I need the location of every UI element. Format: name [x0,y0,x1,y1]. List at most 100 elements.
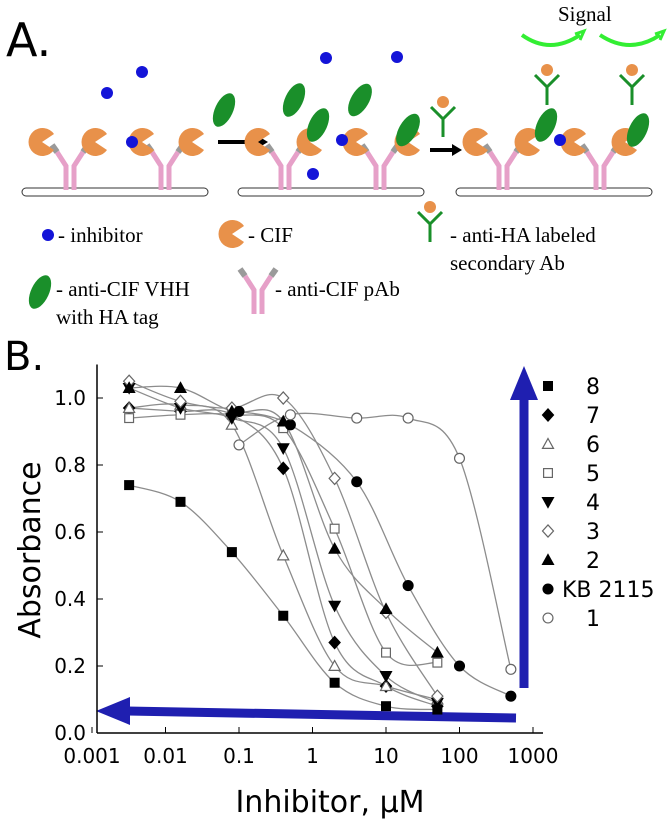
point [431,689,444,704]
legend-marker [541,497,555,509]
legend-marker [542,612,554,624]
chart: B. Inhibitor, μM Absorbance 0.0 0.2 0.4 0.6… [4,334,655,820]
point [284,409,296,421]
point [174,394,187,409]
point [276,461,290,476]
legend-marker [541,437,555,449]
point [379,602,393,615]
diagram-shape [101,87,113,99]
legend-label: 5 [586,462,600,487]
point [122,401,136,414]
point [124,413,135,424]
diagram-shape [455,187,653,197]
diagram-shape [582,145,618,190]
diagram-shape [278,79,310,121]
fit-curve [128,387,438,704]
point [505,663,517,675]
point [122,381,136,393]
point [276,548,290,561]
x-tick-label: 100 [440,744,478,768]
point [329,677,340,688]
point [124,480,135,491]
point [402,412,414,424]
diagram-shape [28,128,55,156]
y-tick-label: 1.0 [54,386,86,410]
arrow [125,706,517,723]
legend-label: 2 [586,549,600,574]
legend-text: - anti-HA labeled [450,223,596,247]
point [226,547,237,558]
point [284,419,296,431]
legend-label: 6 [586,433,600,458]
point [430,645,444,658]
diagram-shape [307,168,319,180]
diagram-shape [520,33,582,47]
point [402,580,414,592]
point [453,660,466,672]
fit-curve [128,484,438,711]
point [276,391,290,405]
diagram-shape [21,187,209,197]
diagram-shape [42,229,54,241]
y-tick-label: 0.2 [54,654,86,678]
diagram-shape [429,94,457,139]
legend-label: KB 2115 [562,578,655,603]
arrow [510,366,538,400]
x-tick-label: 0.01 [143,744,188,768]
point [233,405,245,417]
diagram-shape [208,89,240,131]
legend-label: 4 [586,491,600,516]
arrow [96,697,130,725]
diagram-shape [462,128,488,156]
legend-text: - inhibitor [58,223,143,247]
diagram-shape [267,145,303,190]
x-tick-label: 0.1 [223,744,255,768]
point [175,496,186,507]
diagram-shape [533,62,561,107]
signal-label: Signal [558,2,612,26]
legend-label: 7 [586,404,600,429]
diagram-shape [452,144,462,156]
point [328,542,342,554]
x-axis-title: Inhibitor, μM [235,785,424,820]
point [432,657,443,668]
diagram-shape [485,145,521,190]
diagram-shape [218,220,244,248]
diagram-shape [416,199,444,244]
diagram-shape [320,52,332,64]
point [453,452,466,464]
legend-text: - CIF [248,223,293,247]
point [381,647,392,658]
point [328,600,342,613]
y-tick-label: 0.6 [54,520,86,544]
point [329,523,340,534]
x-tick-label: 10 [373,744,398,768]
point [276,443,290,455]
point [505,690,517,702]
diagram-shape [240,269,276,314]
legend-marker [541,553,555,566]
y-tick-label: 0.8 [54,453,86,477]
panel-label: A. [6,13,51,67]
y-tick-label: 0.0 [54,721,86,745]
fit-curve [238,412,512,670]
legend-text: with HA tag [56,305,159,329]
legend-text: secondary Ab [450,251,565,275]
diagram-shape [391,51,403,63]
legend-marker [541,524,555,538]
point [328,659,342,672]
diagram: A. Signal [6,2,667,329]
diagram-shape [136,66,148,78]
y-axis-title: Absorbance [13,461,48,638]
point [351,476,363,488]
point [379,679,393,692]
x-tick-label: 1 [306,744,319,768]
diagram-shape [362,145,398,190]
diagram-shape [598,33,662,47]
diagram-shape [52,145,88,190]
legend-text: - anti-CIF pAb [275,277,400,301]
diagram-shape [574,28,587,41]
diagram-shape [336,134,348,146]
diagram-shape [343,79,377,121]
